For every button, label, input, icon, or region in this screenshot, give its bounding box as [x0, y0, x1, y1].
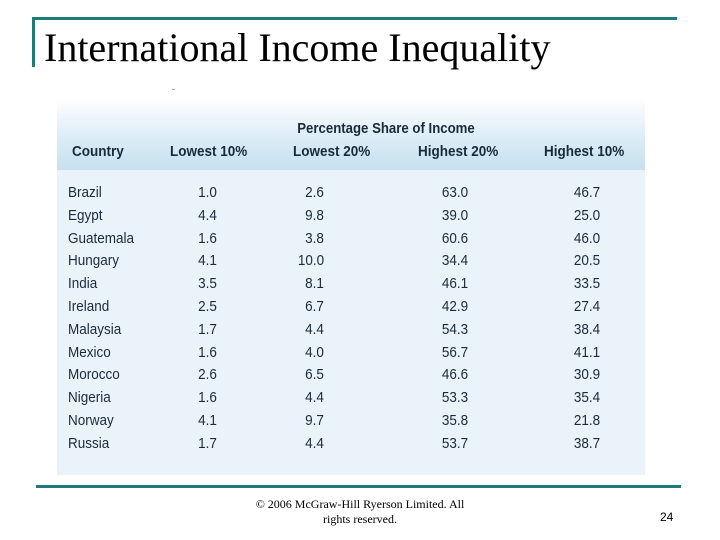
value-cell: 6.7: [305, 297, 324, 315]
country-cell: Russia: [68, 434, 110, 452]
value-cell: 27.4: [573, 297, 600, 315]
country-cell: Brazil: [68, 184, 102, 201]
value-cell: 20.5: [573, 252, 600, 270]
value-cell: 54.3: [441, 320, 468, 338]
value-cell: 63.0: [441, 184, 468, 201]
value-cell: 46.0: [573, 229, 600, 247]
value-cell: 46.6: [441, 366, 468, 384]
value-cell: 2.6: [198, 366, 217, 384]
value-cell: 1.6: [198, 343, 217, 361]
table-row: Egypt 4.4 9.8 39.0 25.0: [57, 205, 645, 228]
title-frame-left-rule: [32, 17, 35, 67]
value-cell: 1.6: [198, 389, 217, 407]
country-cell: India: [68, 275, 98, 293]
column-header-highest-10: Highest 10%: [544, 143, 625, 160]
column-header-lowest-10: Lowest 10%: [170, 143, 248, 160]
value-cell: 9.8: [305, 206, 324, 224]
value-cell: 4.4: [305, 389, 324, 407]
value-cell: 42.9: [441, 297, 468, 315]
value-cell: 30.9: [573, 366, 600, 384]
stray-mark: ˬ: [172, 80, 175, 90]
table-row: Morocco 2.6 6.5 46.6 30.9: [57, 364, 645, 387]
value-cell: 25.0: [573, 206, 600, 224]
footer-rule: [36, 485, 681, 488]
column-header-country: Country: [72, 143, 124, 160]
value-cell: 2.5: [198, 297, 217, 315]
country-cell: Ireland: [68, 297, 110, 315]
value-cell: 3.8: [305, 229, 324, 247]
page-number: 24: [660, 510, 674, 524]
value-cell: 38.7: [573, 434, 600, 452]
country-cell: Guatemala: [68, 229, 135, 247]
value-cell: 1.7: [198, 434, 217, 452]
country-cell: Egypt: [68, 206, 103, 224]
slide-title: International Income Inequality: [44, 25, 551, 70]
value-cell: 4.4: [305, 320, 324, 338]
value-cell: 53.3: [441, 389, 468, 407]
copyright-line-1: © 2006 McGraw-Hill Ryerson Limited. All: [255, 497, 465, 511]
value-cell: 10.0: [297, 252, 324, 270]
value-cell: 38.4: [573, 320, 600, 338]
group-header: Percentage Share of Income: [297, 120, 475, 137]
value-cell: 4.1: [198, 411, 217, 429]
value-cell: 46.7: [573, 184, 600, 201]
table-row: Norway 4.1 9.7 35.8 21.8: [57, 410, 645, 433]
table-row: Guatemala 1.6 3.8 60.6 46.0: [57, 228, 645, 251]
column-header-lowest-20: Lowest 20%: [293, 143, 371, 160]
value-cell: 21.8: [573, 411, 600, 429]
value-cell: 53.7: [441, 434, 468, 452]
table-row: Brazil 1.0 2.6 63.0 46.7: [57, 182, 645, 205]
value-cell: 35.4: [573, 389, 600, 407]
value-cell: 60.6: [441, 229, 468, 247]
country-cell: Mexico: [68, 343, 111, 361]
value-cell: 1.0: [198, 184, 217, 201]
country-cell: Norway: [68, 411, 114, 429]
table-body: Brazil 1.0 2.6 63.0 46.7 Egypt 4.4 9.8 39.0 25.0 G…: [57, 182, 645, 456]
value-cell: 56.7: [441, 343, 468, 361]
table-row: Mexico 1.6 4.0 56.7 41.1: [57, 342, 645, 365]
value-cell: 4.4: [305, 434, 324, 452]
copyright-line-2: rights reserved.: [323, 512, 397, 526]
value-cell: 8.1: [305, 275, 324, 293]
value-cell: 34.4: [441, 252, 468, 270]
country-cell: Nigeria: [68, 389, 111, 407]
income-table: Percentage Share of Income Country Lowes…: [57, 98, 645, 475]
value-cell: 3.5: [198, 275, 217, 293]
table-row: Russia 1.7 4.4 53.7 38.7: [57, 433, 645, 456]
country-cell: Morocco: [68, 366, 120, 384]
value-cell: 35.8: [441, 411, 468, 429]
value-cell: 1.6: [198, 229, 217, 247]
value-cell: 4.1: [198, 252, 217, 270]
table-row: Malaysia 1.7 4.4 54.3 38.4: [57, 319, 645, 342]
country-cell: Hungary: [68, 252, 120, 270]
value-cell: 4.4: [198, 206, 217, 224]
value-cell: 33.5: [573, 275, 600, 293]
value-cell: 2.6: [305, 184, 324, 201]
column-header-highest-20: Highest 20%: [418, 143, 499, 160]
value-cell: 39.0: [441, 206, 468, 224]
table-header-band: Percentage Share of Income Country Lowes…: [57, 98, 645, 170]
value-cell: 4.0: [305, 343, 324, 361]
copyright-notice: © 2006 McGraw-Hill Ryerson Limited. All …: [230, 497, 490, 527]
title-frame-top-rule: [32, 17, 677, 20]
value-cell: 1.7: [198, 320, 217, 338]
table-row: Hungary 4.1 10.0 34.4 20.5: [57, 250, 645, 273]
table-row: India 3.5 8.1 46.1 33.5: [57, 273, 645, 296]
value-cell: 46.1: [441, 275, 468, 293]
value-cell: 9.7: [305, 411, 324, 429]
table-row: Ireland 2.5 6.7 42.9 27.4: [57, 296, 645, 319]
value-cell: 41.1: [573, 343, 600, 361]
value-cell: 6.5: [305, 366, 324, 384]
table-row: Nigeria 1.6 4.4 53.3 35.4: [57, 387, 645, 410]
country-cell: Malaysia: [68, 320, 122, 338]
